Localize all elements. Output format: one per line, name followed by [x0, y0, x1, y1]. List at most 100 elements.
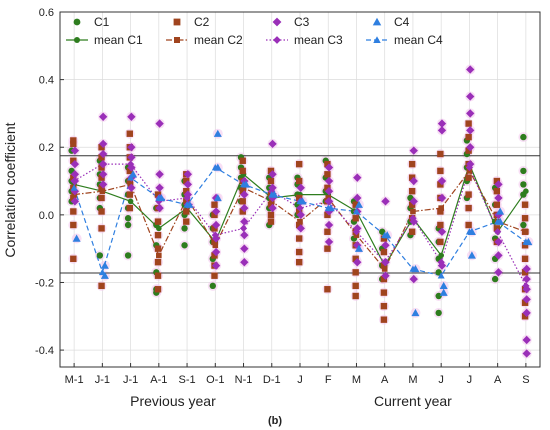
point-c3	[127, 143, 136, 152]
mean-point-c2	[71, 191, 77, 198]
point-c4	[213, 129, 222, 137]
point-c2	[437, 181, 444, 188]
mean-point-c3	[522, 282, 530, 290]
point-c3	[240, 230, 249, 240]
point-c3	[522, 335, 531, 345]
legend-mean-label-c1: mean C1	[94, 33, 143, 47]
point-c2	[211, 225, 218, 232]
point-c2	[98, 154, 105, 161]
point-c2	[324, 286, 331, 293]
y-tick-label: 0.6	[39, 7, 54, 19]
point-c3	[522, 264, 531, 274]
point-c3	[98, 139, 108, 149]
point-c3	[381, 271, 390, 280]
point-c3	[98, 170, 108, 179]
point-c3	[466, 126, 475, 135]
point-c2	[70, 174, 77, 181]
point-c2	[408, 228, 416, 235]
point-c2	[98, 208, 105, 215]
mean-point-c3	[409, 214, 417, 222]
point-c2	[352, 255, 359, 263]
mean-point-c2	[438, 205, 444, 211]
point-c3	[183, 180, 193, 189]
mean-point-c1	[127, 198, 134, 205]
point-c1	[520, 133, 527, 141]
point-c3	[268, 203, 277, 213]
point-c3	[240, 190, 249, 199]
point-c3	[183, 170, 193, 179]
point-c2	[239, 187, 246, 195]
mean-point-c1	[438, 252, 444, 259]
mean-point-c3	[239, 224, 248, 233]
point-c2	[70, 208, 77, 215]
point-c2	[154, 245, 162, 252]
point-c2	[521, 269, 529, 276]
point-c2	[154, 231, 162, 239]
point-c1	[491, 275, 499, 283]
point-c3	[353, 193, 362, 203]
point-c2	[324, 171, 331, 178]
point-c3	[268, 139, 277, 149]
point-c3	[324, 237, 334, 247]
legend-mean-label-c2: mean C2	[194, 33, 243, 47]
point-c1	[181, 242, 188, 249]
point-c3	[494, 268, 503, 277]
point-c1	[124, 252, 132, 259]
point-c3	[240, 258, 249, 267]
point-c2	[98, 174, 105, 181]
mean-point-c2	[127, 181, 134, 188]
x-tick-label: J	[438, 374, 444, 386]
mean-point-c3	[324, 197, 332, 205]
point-c3	[211, 261, 221, 270]
point-c2	[493, 187, 501, 195]
point-c2	[70, 140, 77, 148]
mean-point-c4	[98, 268, 106, 276]
mean-point-c3	[381, 258, 389, 266]
point-c3	[268, 170, 277, 179]
point-c2	[267, 167, 275, 175]
point-c1	[520, 181, 527, 188]
point-c3	[522, 285, 531, 294]
point-c3	[127, 183, 136, 192]
mean-point-c4	[155, 194, 163, 201]
point-c2	[324, 245, 331, 252]
mean-point-c3	[126, 160, 135, 168]
point-c4	[496, 207, 505, 215]
point-c2	[521, 299, 529, 306]
point-c4	[439, 281, 448, 290]
point-c2	[98, 282, 105, 290]
point-c2	[352, 269, 359, 276]
point-c3	[155, 119, 164, 128]
point-c3	[522, 295, 531, 304]
point-c3	[98, 180, 108, 189]
point-c2	[267, 211, 275, 219]
x-tick-label: O-1	[206, 374, 224, 386]
point-c3	[494, 180, 503, 189]
x-tick-label: J	[297, 374, 303, 386]
point-c2	[437, 221, 444, 229]
point-c2	[465, 204, 472, 212]
point-c2	[380, 302, 388, 310]
mean-point-c2	[410, 208, 416, 215]
point-c2	[211, 238, 218, 246]
x-tick-label: J-1	[95, 374, 110, 386]
mean-point-c4	[70, 184, 78, 191]
mean-point-c3	[183, 194, 191, 202]
x-tick-label: A-1	[150, 374, 167, 386]
x-tick-label: M	[352, 374, 361, 386]
point-c2	[70, 194, 77, 202]
point-c2	[154, 272, 162, 279]
point-c2	[183, 218, 190, 225]
x-tick-label: N-1	[235, 374, 253, 386]
x-tick-label: M-1	[65, 374, 84, 386]
point-c2	[126, 130, 133, 137]
y-axis: -0.4 -0.2 0.0 0.2 0.4 0.6	[35, 7, 64, 357]
legend-mean-label-c4: mean C4	[394, 33, 443, 47]
mean-point-c4	[352, 207, 360, 215]
x-group-label: Current year	[374, 393, 452, 409]
point-c3	[240, 203, 249, 213]
point-c2	[324, 211, 331, 219]
point-c2	[380, 316, 388, 323]
x-tick-label: A	[494, 374, 502, 386]
